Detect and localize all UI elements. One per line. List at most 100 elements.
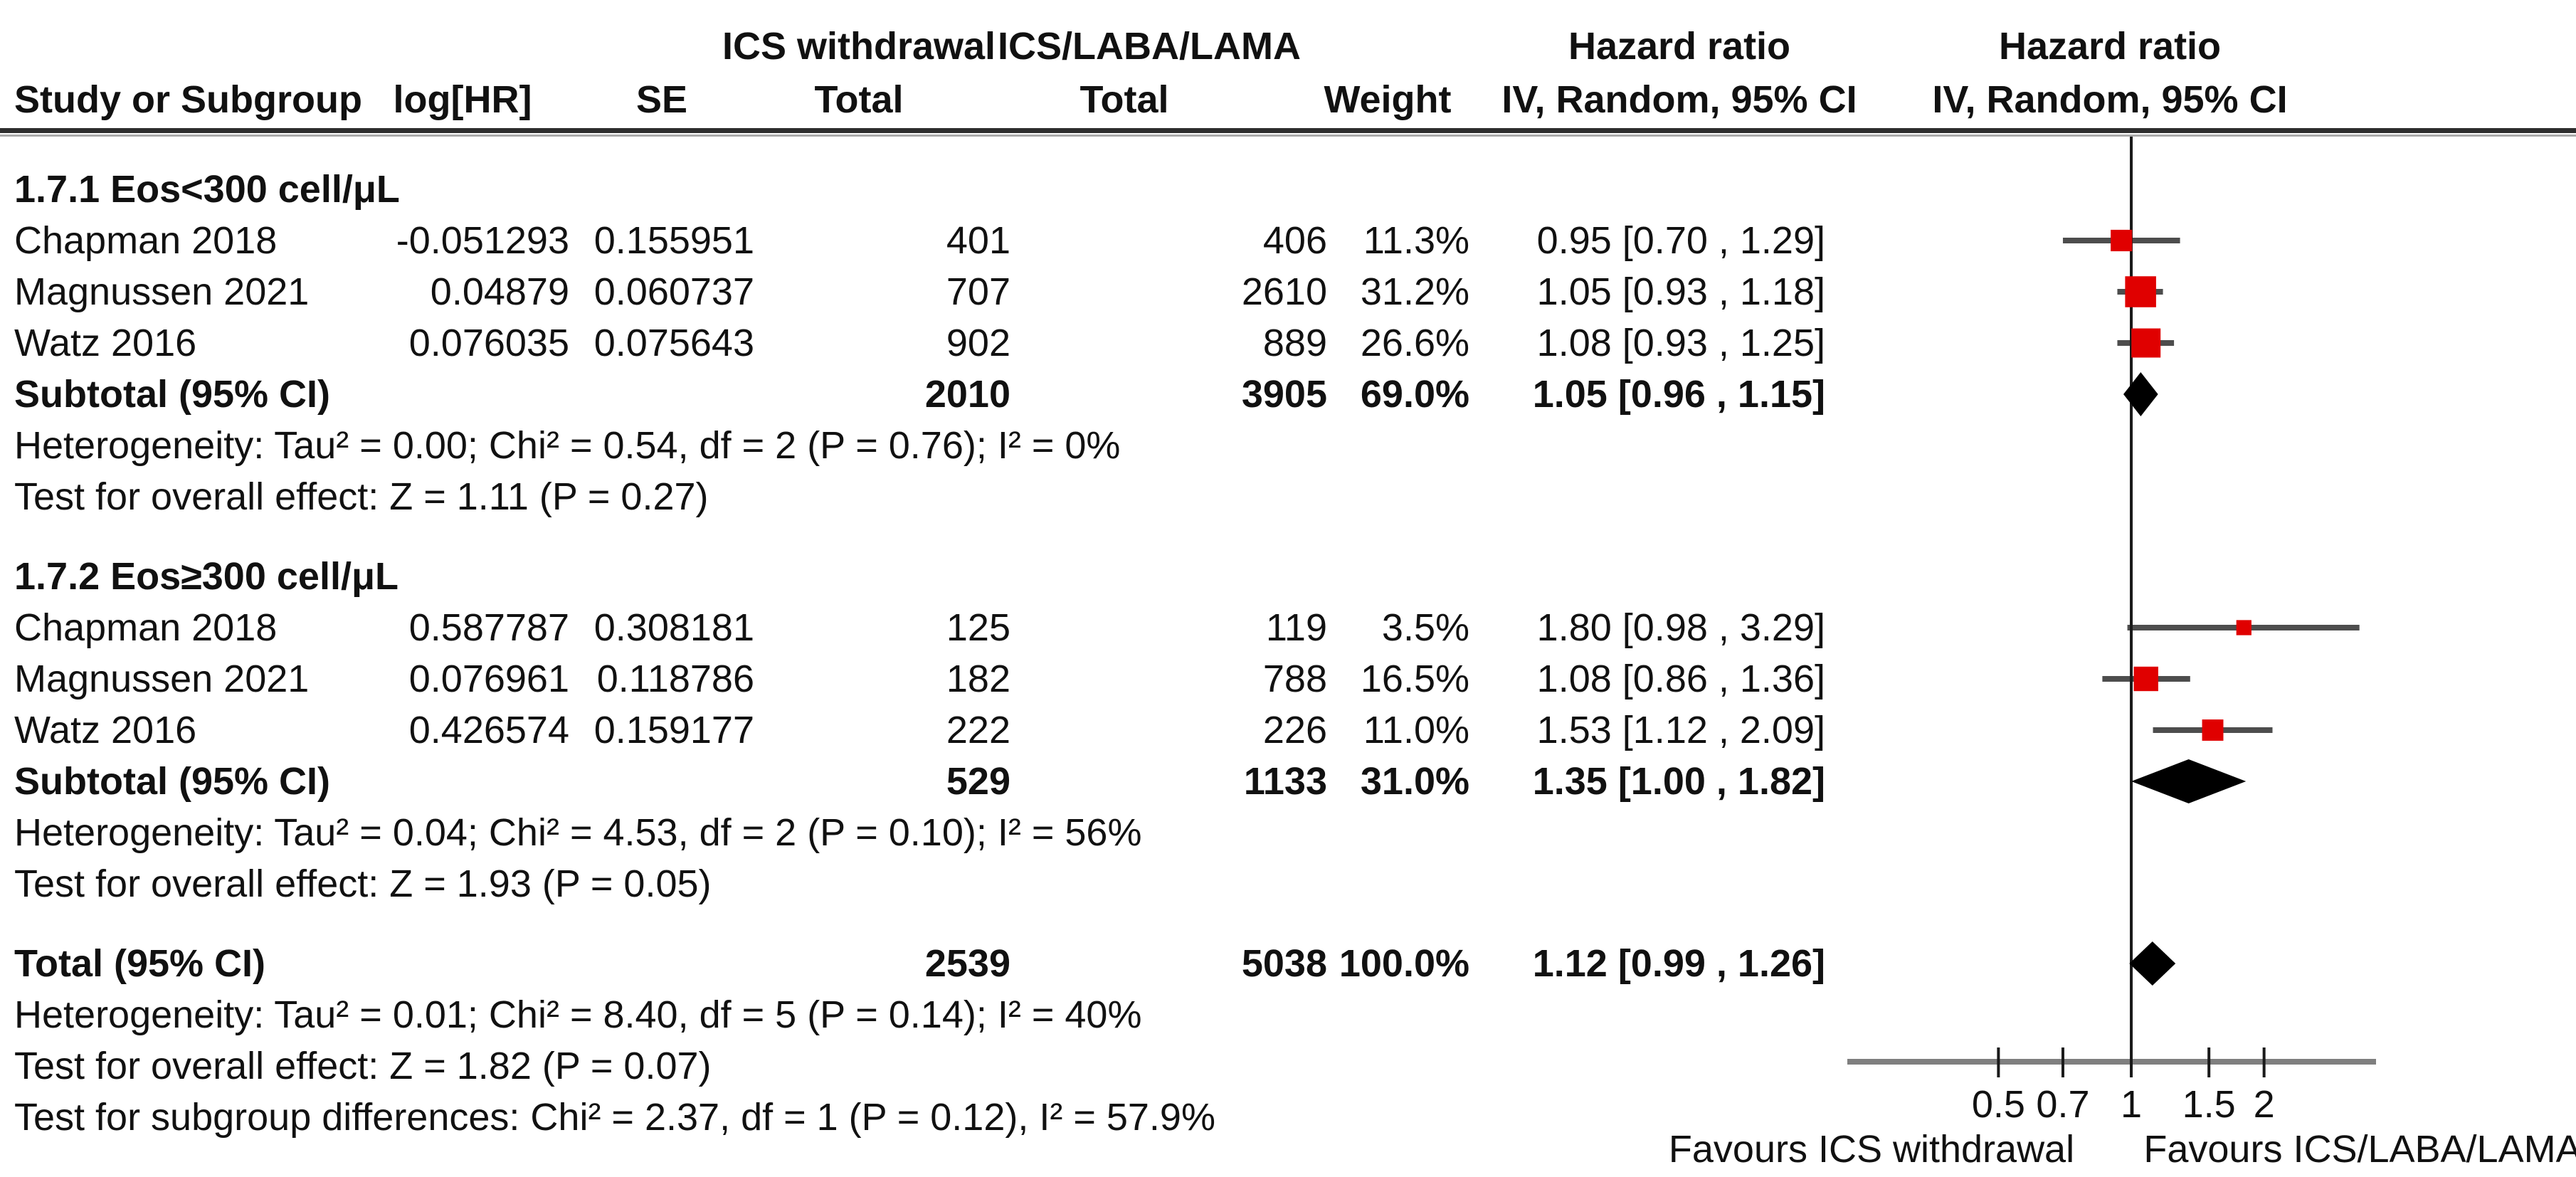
axis-tick-label: 2 [2254,1083,2275,1126]
study-row: Magnussen 2021 0.04879 0.060737 707 2610 31.2… [0,266,2576,317]
loghr-cell: 0.04879 [430,270,569,313]
total2-cell: 3905 [1241,373,1327,416]
stats-note: Heterogeneity: Tau² = 0.04; Chi² = 4.53,… [14,811,1142,854]
study-marker [2236,620,2252,635]
header-rule [0,128,2576,133]
ci-text-cell: 1.05 [0.96 , 1.15] [1532,373,1825,416]
pooled-label-cell: Subtotal (95% CI) [14,760,331,803]
note-row: Heterogeneity: Tau² = 0.04; Chi² = 4.53,… [0,807,2576,858]
weight-cell: 3.5% [1381,606,1469,649]
study-marker [2202,719,2224,741]
total1-cell: 529 [946,760,1010,803]
subtotal-row: Subtotal (95% CI) 529 1133 31.0% 1.35 [1.00 … [0,756,2576,807]
group1-header: ICS withdrawal [722,25,996,68]
total1-cell: 182 [946,658,1010,700]
total1-cell: 2010 [924,373,1010,416]
study-marker [2111,229,2133,252]
study-column-header: Study or Subgroup [14,78,362,121]
stats-note: Heterogeneity: Tau² = 0.00; Chi² = 0.54,… [14,424,1121,467]
note-row: Test for overall effect: Z = 1.11 (P = 0… [0,471,2576,522]
weight-cell: 11.3% [1363,219,1469,262]
total-row: Total (95% CI) 2539 5038 100.0% 1.12 [0.99 ,… [0,938,2576,989]
axis-tick-label: 0.7 [2036,1083,2089,1126]
pooled-label-cell: Total (95% CI) [14,942,266,985]
loghr-cell: 0.076961 [408,658,569,700]
ci-text-cell: 0.95 [0.70 , 1.29] [1536,219,1825,262]
stats-note: Test for subgroup differences: Chi² = 2.… [14,1096,1215,1139]
subgroup-title: 1.7.2 Eos≥300 cell/μL [14,555,398,598]
subgroup-title: 1.7.1 Eos<300 cell/μL [14,168,400,211]
total2-cell: 226 [1262,709,1327,751]
total1-cell: 401 [946,219,1010,262]
study-row: Magnussen 2021 0.076961 0.118786 182 788 16.5… [0,653,2576,704]
se-cell: 0.075643 [593,322,754,364]
total2-cell: 406 [1262,219,1327,262]
note-row: Test for overall effect: Z = 1.82 (P = 0… [0,1040,2576,1092]
note-row: Test for subgroup differences: Chi² = 2.… [0,1092,2576,1143]
study-name-cell: Magnussen 2021 [14,658,310,700]
study-row: Watz 2016 0.076035 0.075643 902 889 26.6% 1.08… [0,317,2576,369]
note-row: Heterogeneity: Tau² = 0.00; Chi² = 0.54,… [0,420,2576,471]
loghr-column-header: log[HR] [393,78,532,121]
note-row: Test for overall effect: Z = 1.93 (P = 0… [0,858,2576,909]
total1-cell: 902 [946,322,1010,364]
weight-cell: 31.2% [1360,270,1469,313]
subtotal-row: Subtotal (95% CI) 2010 3905 69.0% 1.05 [0.96… [0,369,2576,420]
weight-cell: 26.6% [1360,322,1469,364]
study-name-cell: Watz 2016 [14,709,197,751]
ci-text-cell: 1.80 [0.98 , 3.29] [1536,606,1825,649]
weight-cell: 16.5% [1360,658,1469,700]
loghr-cell: 0.587787 [408,606,569,649]
total1-cell: 125 [946,606,1010,649]
subtotal-diamond [2131,759,2247,803]
hazard-ratio-plot-header: Hazard ratio [1998,25,2222,68]
stats-note: Test for overall effect: Z = 1.82 (P = 0… [14,1045,712,1087]
favours-left-label: Favours ICS withdrawal [1668,1128,2075,1171]
se-cell: 0.308181 [593,606,754,649]
total2-cell: 889 [1262,322,1327,364]
pooled-label-cell: Subtotal (95% CI) [14,373,331,416]
weight-cell: 69.0% [1360,373,1469,416]
total-diamond [2129,941,2176,986]
total1-cell: 2539 [924,942,1010,985]
study-row: Watz 2016 0.426574 0.159177 222 226 11.0% 1.53… [0,704,2576,756]
ci-text-column-header: IV, Random, 95% CI [1501,78,1857,121]
total2-cell: 119 [1265,606,1327,649]
weight-cell: 31.0% [1360,760,1469,803]
weight-column-header: Weight [1324,78,1452,121]
axis-tick-label: 0.5 [1972,1083,2025,1126]
total2-cell: 1133 [1243,760,1327,803]
stats-note: Test for overall effect: Z = 1.11 (P = 0… [14,475,709,518]
total2-cell: 788 [1262,658,1327,700]
title-row: 1.7.2 Eos≥300 cell/μL [0,551,2576,602]
favours-right-label: Favours ICS/LABA/LAMA [2143,1128,2576,1171]
hazard-ratio-text-header: Hazard ratio [1568,25,1791,68]
axis-tick-label: 1.5 [2182,1083,2236,1126]
title-row: 1.7.1 Eos<300 cell/μL [0,164,2576,215]
header-rule-shadow [0,134,2576,137]
weight-cell: 100.0% [1339,942,1469,985]
total1-cell: 707 [946,270,1010,313]
ci-text-cell: 1.05 [0.93 , 1.18] [1536,270,1825,313]
ci-text-cell: 1.12 [0.99 , 1.26] [1532,942,1825,985]
study-name-cell: Chapman 2018 [14,219,278,262]
total2-cell: 2610 [1241,270,1327,313]
subtotal-diamond [2123,372,2158,416]
study-marker [2133,666,2158,692]
weight-cell: 11.0% [1363,709,1469,751]
study-row: Chapman 2018 -0.051293 0.155951 401 406 11.3%… [0,215,2576,266]
stats-note: Test for overall effect: Z = 1.93 (P = 0… [14,862,712,905]
se-cell: 0.060737 [593,270,754,313]
se-column-header: SE [635,78,688,121]
se-cell: 0.155951 [593,219,754,262]
group2-total-header: Total [1080,78,1169,121]
ci-text-cell: 1.53 [1.12 , 2.09] [1536,709,1825,751]
total2-cell: 5038 [1241,942,1327,985]
ci-text-cell: 1.35 [1.00 , 1.82] [1532,760,1825,803]
axis-tick-label: 1 [2121,1083,2142,1126]
ci-text-cell: 1.08 [0.86 , 1.36] [1536,658,1825,700]
stats-note: Heterogeneity: Tau² = 0.01; Chi² = 8.40,… [14,993,1142,1036]
note-row: Heterogeneity: Tau² = 0.01; Chi² = 8.40,… [0,989,2576,1040]
